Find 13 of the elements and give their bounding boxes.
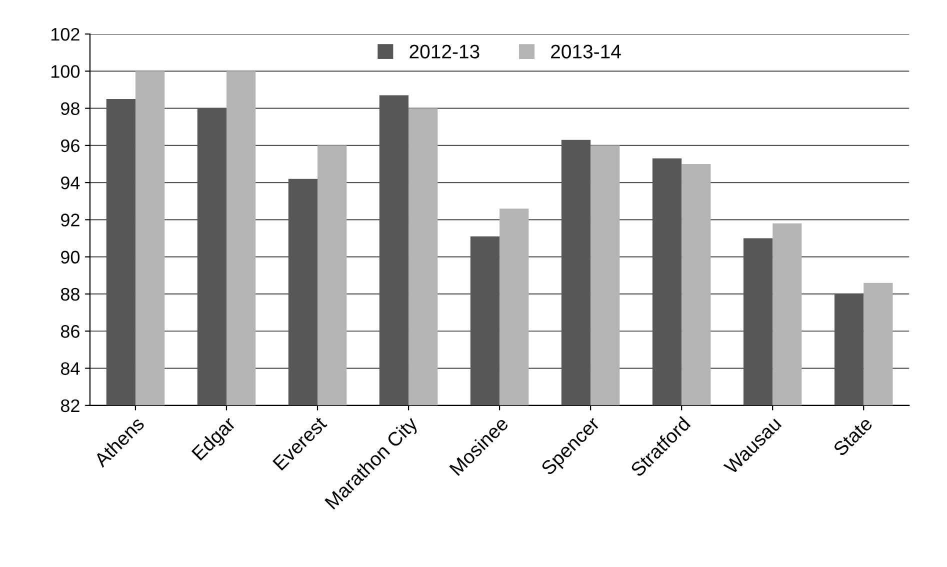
y-tick-label: 88 <box>60 288 80 301</box>
y-tick-label: 96 <box>61 139 80 152</box>
y-tick-label: 92 <box>61 214 80 226</box>
y-tick-label: 82 <box>60 399 80 412</box>
y-tick-label: 102 <box>52 28 80 41</box>
y-tick-label: 90 <box>61 250 80 264</box>
y-tick-label: 98 <box>61 102 80 116</box>
legend-label: 2013-14 <box>551 44 621 58</box>
y-tick-label: 86 <box>60 325 80 338</box>
legend-label: 2012-13 <box>410 44 480 58</box>
y-tick-label: 84 <box>60 362 80 375</box>
y-tick-label: 100 <box>52 65 80 78</box>
y-tick-label: 94 <box>61 176 80 190</box>
